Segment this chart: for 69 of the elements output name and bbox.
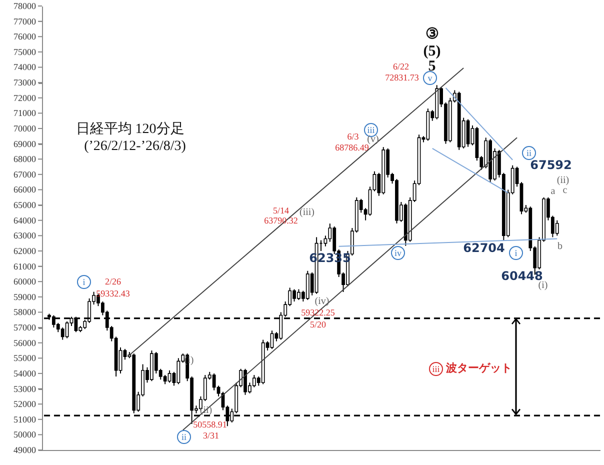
y-tick-label: 56000	[14, 338, 36, 348]
y-tick-label: 51000	[14, 414, 36, 424]
annotation: ii	[177, 430, 191, 444]
annotation: (ii)	[556, 175, 570, 186]
y-tick-label: 72000	[14, 92, 36, 103]
y-tick-label: 54000	[14, 368, 36, 378]
y-tick-label: 77000	[14, 16, 36, 26]
y-tick-label: 57000	[14, 322, 36, 333]
y-tick-label: 49000	[14, 445, 36, 455]
annotation: 日経平均 120分足	[76, 122, 184, 137]
annotation: i	[77, 275, 91, 289]
candlestick	[176, 358, 180, 385]
annotation: (i)	[538, 280, 548, 291]
annotation: 68786.49	[335, 142, 369, 152]
y-tick-label: 71000	[14, 108, 36, 118]
y-tick-label: 74000	[14, 62, 36, 72]
annotation: i	[509, 246, 523, 260]
text: c	[562, 185, 568, 196]
annotation: 2/26	[104, 276, 122, 286]
candlestick	[168, 370, 172, 384]
annotation: 5/20	[310, 320, 326, 330]
annotation: (v)	[367, 134, 379, 145]
y-tick-label: 66000	[14, 184, 36, 195]
y-tick-label: 75000	[14, 46, 36, 57]
y-tick-label: 62000	[14, 246, 36, 256]
y-tick-label: 65000	[14, 200, 36, 210]
candlestick	[270, 330, 274, 350]
annotation: 6/3	[347, 132, 359, 142]
annotation: 5/14	[272, 206, 290, 216]
annotation: 67592	[530, 158, 572, 172]
annotation: a	[550, 186, 556, 197]
candlestick	[555, 220, 559, 236]
y-tick-label: 70000	[14, 123, 36, 134]
annotation: 6/22	[392, 62, 410, 72]
y-tick-label: 52000	[14, 399, 36, 410]
annotation: 60448	[501, 269, 543, 283]
y-tick-label: 50000	[14, 430, 36, 440]
annotation: 3/31	[202, 430, 220, 440]
annotation: 波ターゲット	[446, 362, 512, 374]
annotation: (’26/2/12-’26/8/3)	[84, 139, 186, 154]
y-tick-label: 64000	[14, 215, 36, 226]
y-tick-label: 67000	[14, 169, 36, 180]
annotation: b	[558, 241, 562, 252]
annotation: v	[423, 71, 437, 85]
candlestick	[163, 374, 167, 385]
annotation: iii	[429, 362, 443, 376]
annotation: (iii)	[300, 207, 314, 218]
annotation: 50558.91	[193, 420, 227, 430]
y-tick-label: 73000	[14, 78, 36, 88]
y-tick-label: 63000	[14, 230, 36, 241]
y-tick-label: 59000	[14, 292, 36, 302]
annotation: 59332.43	[96, 288, 130, 298]
annotation: (5)	[423, 44, 441, 60]
y-tick-label: 68000	[14, 154, 36, 164]
y-tick-label: 69000	[14, 138, 36, 149]
y-tick-label: 76000	[14, 32, 36, 42]
y-tick-label: 60000	[14, 276, 36, 287]
y-tick-label: 58000	[14, 307, 36, 318]
annotation: ③	[426, 26, 438, 42]
y-tick-label: 61000	[14, 261, 36, 272]
annotation: iv	[391, 246, 405, 260]
annotation: ii	[526, 148, 532, 158]
candlestick	[212, 372, 216, 391]
annotation: (iv)	[314, 296, 330, 307]
annotation: 62704	[463, 241, 505, 255]
annotation: 72831.73	[385, 72, 419, 82]
y-tick-label: 53000	[14, 384, 36, 394]
y-tick-label: 55000	[14, 353, 36, 364]
y-tick-label: 78000	[14, 1, 36, 11]
